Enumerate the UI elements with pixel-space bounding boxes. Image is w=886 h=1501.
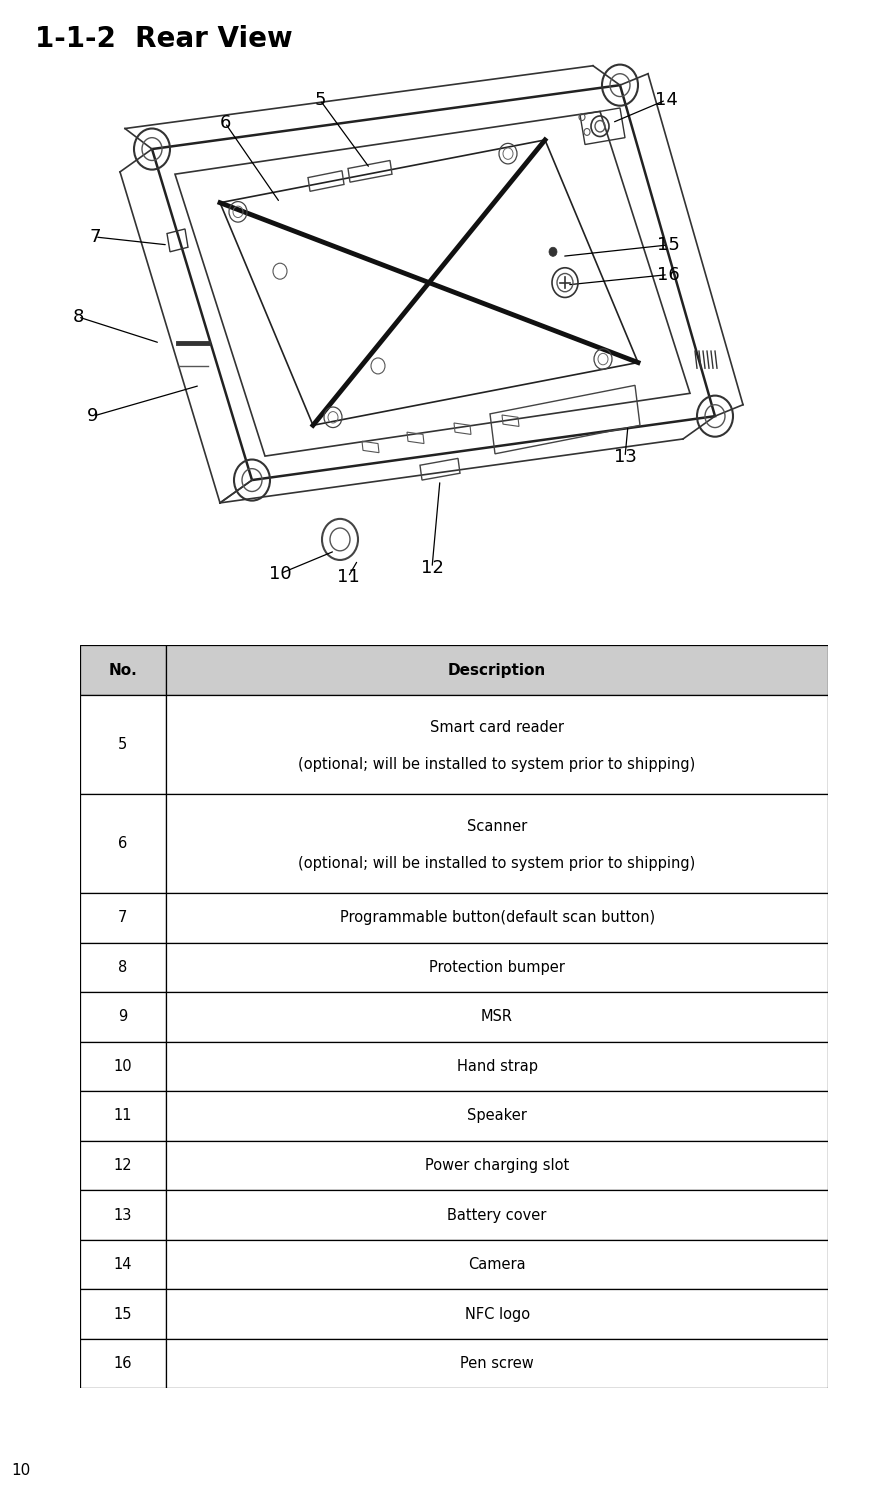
Bar [80, 1141, 166, 1190]
Bar [80, 992, 166, 1042]
Text: 10: 10 [12, 1463, 31, 1478]
Text: Scanner: Scanner [467, 820, 527, 835]
Text: Pen screw: Pen screw [460, 1357, 534, 1370]
Bar [166, 1091, 828, 1141]
Text: Power charging slot: Power charging slot [425, 1159, 569, 1172]
Text: (optional; will be installed to system prior to shipping): (optional; will be installed to system p… [299, 757, 696, 772]
Bar [166, 1339, 828, 1388]
Bar [80, 1042, 166, 1091]
Text: 12: 12 [113, 1159, 132, 1172]
Text: 9: 9 [87, 407, 98, 425]
Text: 13: 13 [113, 1208, 132, 1222]
Circle shape [549, 248, 557, 257]
Text: 8: 8 [118, 961, 128, 974]
Bar [166, 794, 828, 893]
Bar [166, 893, 828, 943]
Text: 11: 11 [337, 567, 360, 585]
Text: 11: 11 [113, 1109, 132, 1123]
Bar [80, 1091, 166, 1141]
Bar [166, 1240, 828, 1289]
Text: 5: 5 [118, 737, 128, 752]
Bar [166, 943, 828, 992]
Text: Programmable button(default scan button): Programmable button(default scan button) [339, 911, 655, 925]
Text: MSR: MSR [481, 1010, 513, 1024]
Text: 16: 16 [657, 266, 680, 284]
Text: 10: 10 [113, 1060, 132, 1073]
Bar [80, 645, 166, 695]
Text: 16: 16 [113, 1357, 132, 1370]
Text: 15: 15 [113, 1307, 132, 1321]
Text: 7: 7 [118, 911, 128, 925]
Text: Camera: Camera [469, 1258, 526, 1271]
Text: Smart card reader: Smart card reader [430, 720, 564, 735]
Bar [166, 1289, 828, 1339]
Bar [166, 645, 828, 695]
Bar [166, 695, 828, 794]
Text: 14: 14 [655, 92, 678, 110]
Text: 10: 10 [268, 564, 291, 582]
Text: 9: 9 [118, 1010, 128, 1024]
Text: Description: Description [448, 663, 547, 677]
Bar [166, 1190, 828, 1240]
Text: NFC logo: NFC logo [464, 1307, 530, 1321]
Bar [166, 1042, 828, 1091]
Bar [80, 1190, 166, 1240]
Text: 12: 12 [421, 558, 443, 576]
Text: 8: 8 [73, 308, 83, 326]
Text: No.: No. [108, 663, 137, 677]
Bar [80, 1339, 166, 1388]
Text: 6: 6 [220, 114, 230, 132]
Text: 13: 13 [614, 449, 636, 467]
Text: 5: 5 [315, 92, 326, 110]
Text: 14: 14 [113, 1258, 132, 1271]
Bar [80, 1240, 166, 1289]
Text: 1-1-2  Rear View: 1-1-2 Rear View [35, 26, 293, 53]
Text: 6: 6 [118, 836, 128, 851]
Bar [80, 1289, 166, 1339]
Text: Protection bumper: Protection bumper [429, 961, 565, 974]
Text: 15: 15 [657, 236, 680, 254]
Text: Battery cover: Battery cover [447, 1208, 547, 1222]
Bar [80, 893, 166, 943]
Bar [166, 992, 828, 1042]
Text: Speaker: Speaker [467, 1109, 527, 1123]
Bar [80, 695, 166, 794]
Text: Hand strap: Hand strap [456, 1060, 538, 1073]
Bar [166, 1141, 828, 1190]
Text: 7: 7 [89, 228, 101, 246]
Text: (optional; will be installed to system prior to shipping): (optional; will be installed to system p… [299, 856, 696, 871]
Bar [80, 794, 166, 893]
Bar [80, 943, 166, 992]
